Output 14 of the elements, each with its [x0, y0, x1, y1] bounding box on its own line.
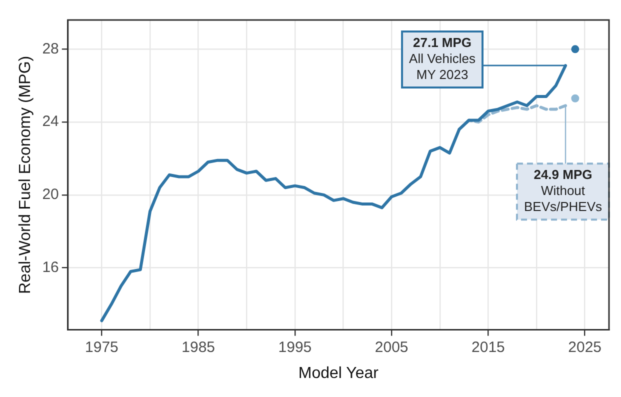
- y-tick-label: 16: [42, 258, 59, 276]
- y-tick-label: 24: [42, 113, 59, 130]
- annotation: 24.9 MPG Without BEVs/PHEVs: [524, 167, 602, 214]
- y-axis-title: Real-World Fuel Economy (MPG): [17, 56, 34, 294]
- x-tick-label: 2015: [472, 338, 505, 356]
- annotation: 27.1 MPG All Vehicles MY 2023: [409, 35, 476, 82]
- x-tick-label: 1985: [182, 338, 216, 356]
- x-tick-label: 2025: [568, 338, 602, 356]
- x-tick-label: 1995: [278, 338, 312, 356]
- x-tick-label: 2005: [374, 338, 408, 356]
- x-axis-title: Model Year: [298, 364, 380, 382]
- x-tick-label: 1975: [85, 338, 118, 356]
- y-tick-label: 20: [42, 186, 59, 204]
- y-tick-label: 28: [42, 40, 59, 58]
